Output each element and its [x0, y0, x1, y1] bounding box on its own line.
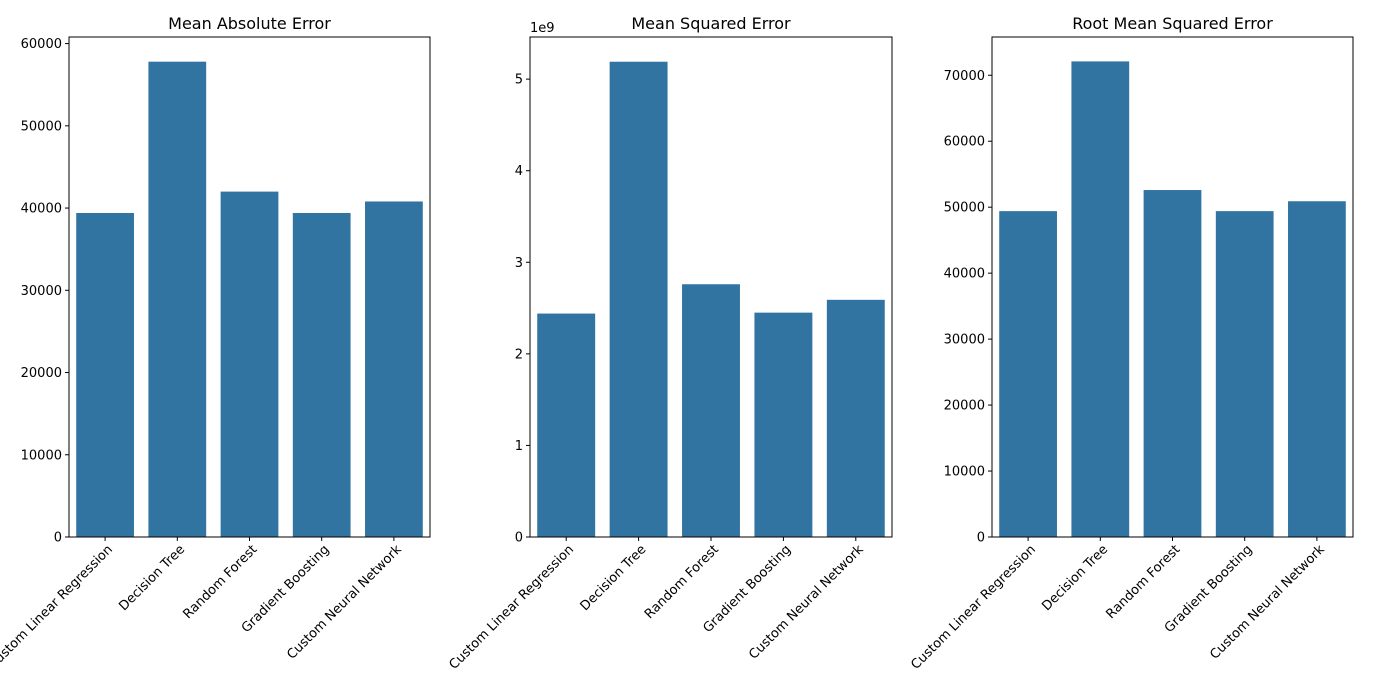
y-tick-label: 30000 [21, 284, 62, 299]
y-tick-label: 4 [515, 164, 523, 179]
y-tick-label: 0 [515, 531, 523, 546]
y-tick-label: 10000 [944, 465, 985, 480]
y-tick-label: 1 [515, 439, 523, 454]
y-tick-label: 2 [515, 347, 523, 362]
y-tick-label: 50000 [944, 201, 985, 216]
x-tick-label: Random Forest [181, 542, 261, 622]
y-tick-label: 60000 [944, 135, 985, 150]
bar [220, 191, 279, 538]
x-tick-label: Custom Neural Network [284, 542, 405, 663]
bar [999, 211, 1057, 537]
x-tick-label: Custom Linear Regression [447, 542, 578, 673]
bar [1071, 61, 1130, 537]
chart-title: Mean Absolute Error [168, 14, 331, 33]
y-tick-label: 60000 [21, 37, 62, 52]
x-tick-label: Decision Tree [116, 542, 188, 614]
x-tick-label: Custom Neural Network [1207, 542, 1328, 663]
bar [754, 312, 813, 537]
y-tick-label: 5 [515, 73, 523, 88]
bar [148, 61, 207, 538]
bar [292, 212, 351, 538]
chart-panel-1: Mean Absolute Error 0 10000 20000 30000 40000… [0, 14, 431, 673]
chart-title: Root Mean Squared Error [1072, 14, 1273, 33]
y-tick-label: 20000 [944, 399, 985, 414]
bar [682, 284, 740, 537]
axis-offset-label: 1e9 [530, 21, 555, 36]
y-tick-label: 0 [54, 531, 62, 546]
y-tick-label: 20000 [21, 366, 62, 381]
y-tick-label: 0 [977, 531, 985, 546]
bar [1288, 201, 1346, 537]
chart-title: Mean Squared Error [631, 14, 791, 33]
y-tick-label: 3 [515, 256, 523, 271]
x-tick-label: Custom Linear Regression [0, 542, 116, 673]
x-tick-label: Decision Tree [578, 542, 650, 614]
x-tick-label: Custom Neural Network [746, 542, 867, 663]
bar [365, 201, 423, 537]
bar [1215, 211, 1274, 537]
bar [76, 212, 134, 538]
y-tick-label: 10000 [21, 448, 62, 463]
chart-panel-3: Root Mean Squared Error 0 10000 20000 30000 4… [908, 14, 1354, 673]
x-tick-label: Custom Linear Regression [908, 542, 1039, 673]
y-tick-label: 50000 [21, 119, 62, 134]
bar [1143, 190, 1202, 537]
y-tick-label: 70000 [944, 69, 985, 84]
y-tick-label: 40000 [944, 267, 985, 282]
y-tick-label: 30000 [944, 333, 985, 348]
x-tick-label: Decision Tree [1039, 542, 1111, 614]
x-tick-label: Random Forest [642, 542, 722, 622]
y-tick-label: 40000 [21, 202, 62, 217]
chart-panel-2: Mean Squared Error 1e9 0 1 2 3 4 5 Custom Linear… [447, 14, 893, 673]
bar [609, 61, 668, 537]
bar [537, 313, 596, 537]
bar [826, 299, 885, 537]
x-tick-label: Random Forest [1104, 542, 1184, 622]
